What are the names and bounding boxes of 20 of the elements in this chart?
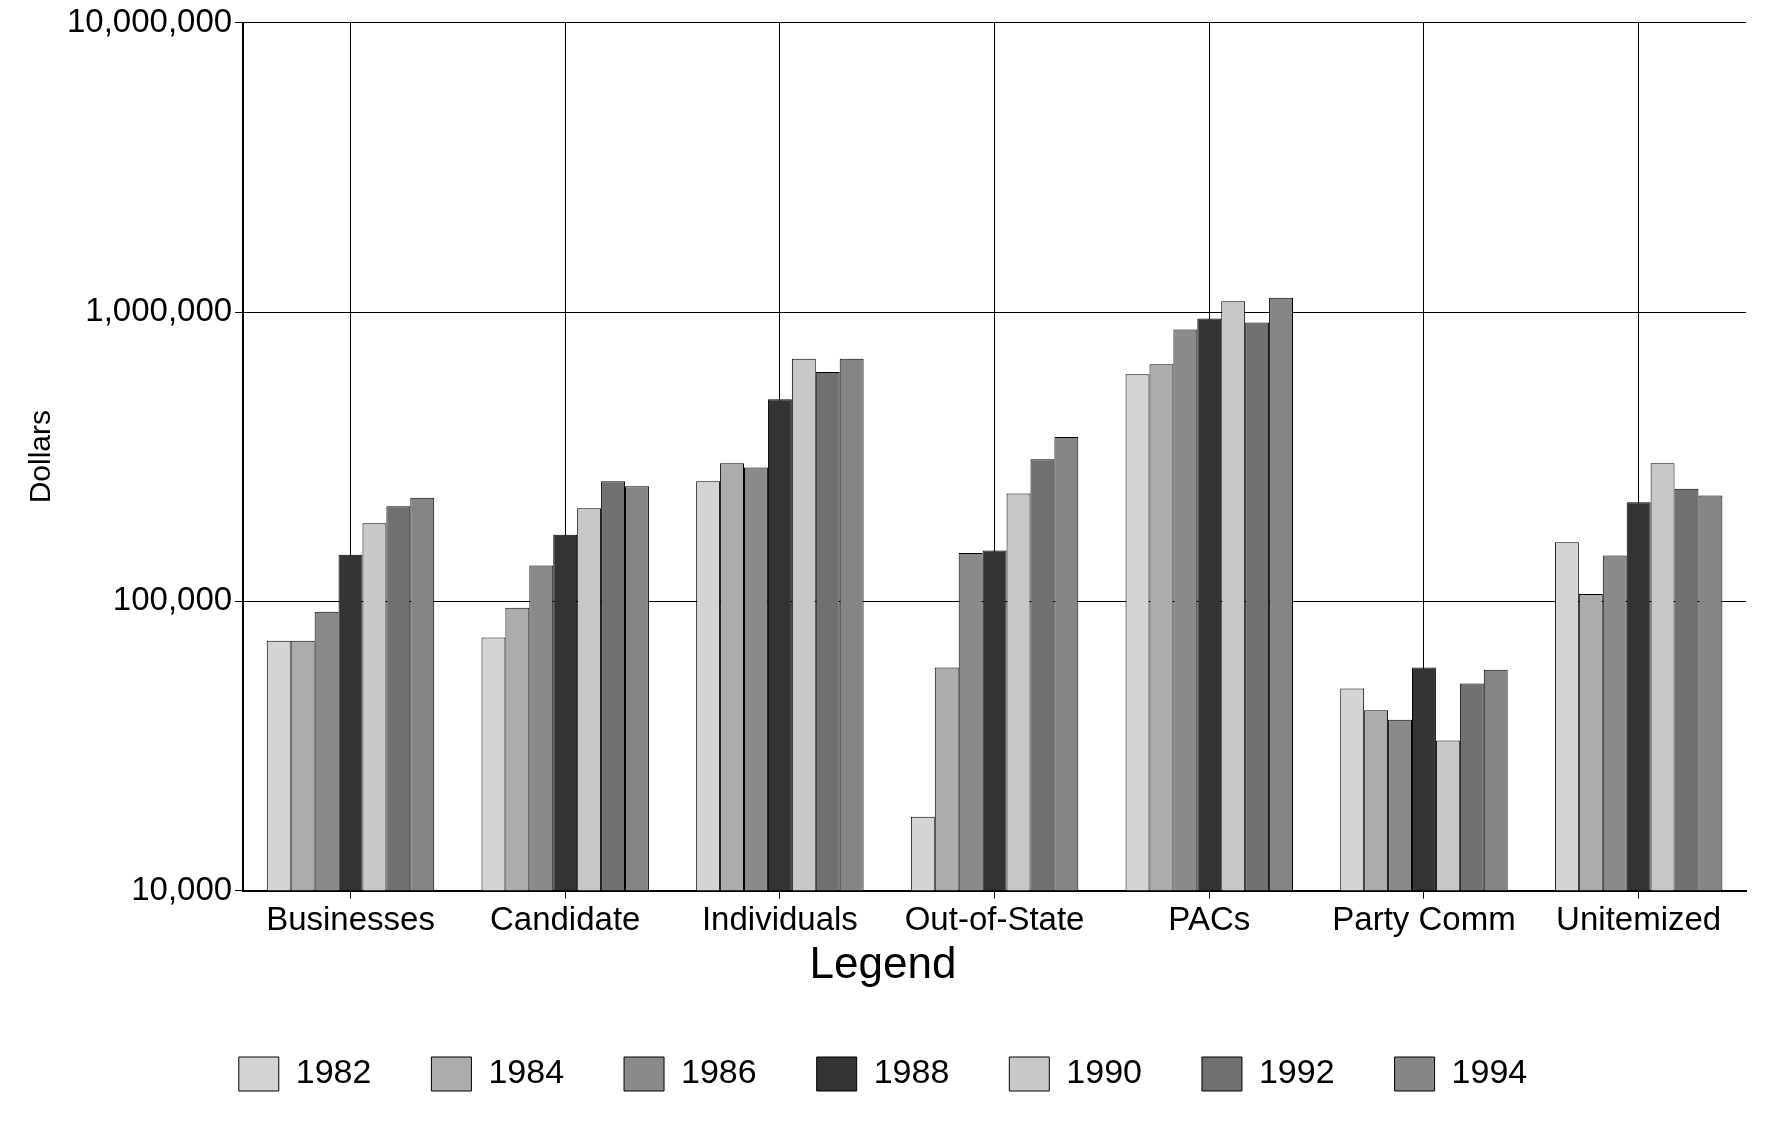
x-tick-label: Businesses: [266, 900, 435, 938]
legend-title: Legend: [809, 938, 957, 988]
x-tick-label: PACs: [1168, 900, 1251, 938]
legend-label: 1984: [488, 1052, 565, 1091]
y-tick-label: 100,000: [112, 580, 233, 618]
legend-label: 1986: [681, 1052, 757, 1091]
legend-label: 1982: [295, 1052, 372, 1091]
x-tick-label: Unitemized: [1556, 900, 1722, 938]
y-tick-label: 1,000,000: [85, 291, 233, 329]
x-tick-label: Individuals: [701, 900, 858, 938]
y-tick-label: 10,000: [131, 869, 233, 907]
y-tick-label: 10,000,000: [66, 1, 233, 39]
y-axis-title: Dollars: [23, 410, 57, 504]
x-tick-label: Out-of-State: [904, 900, 1085, 938]
legend-label: 1990: [1066, 1052, 1142, 1091]
legend-label: 1988: [873, 1052, 950, 1091]
legend-label: 1994: [1451, 1052, 1528, 1091]
x-tick-label: Party Comm: [1332, 900, 1516, 938]
legend-label: 1992: [1258, 1052, 1335, 1091]
x-tick-label: Candidate: [489, 900, 641, 938]
